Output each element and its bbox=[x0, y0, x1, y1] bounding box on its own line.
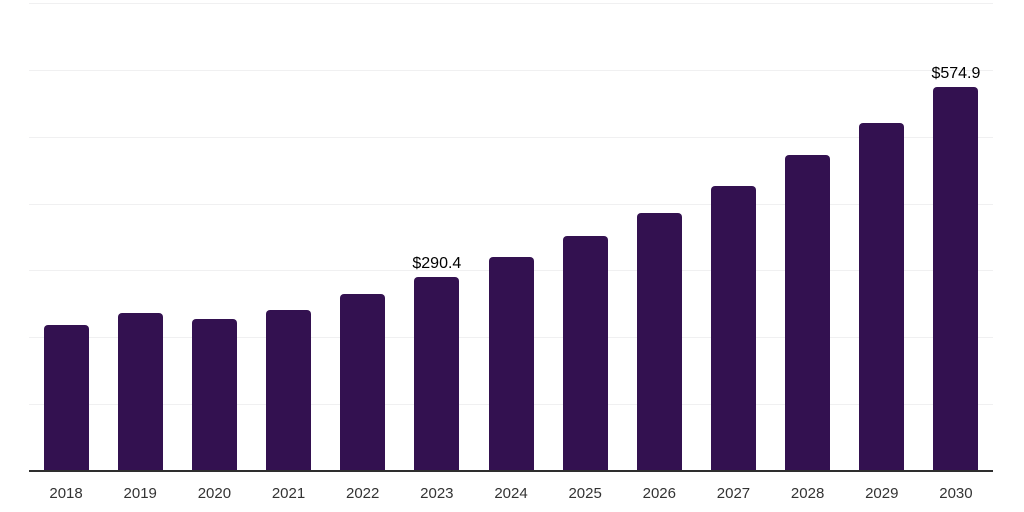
bar-2022[interactable] bbox=[340, 293, 386, 471]
x-axis-label-2020: 2020 bbox=[197, 485, 232, 502]
bar-2020[interactable] bbox=[191, 319, 237, 471]
x-axis-label-2023: 2023 bbox=[420, 485, 454, 502]
gridline-500 bbox=[29, 136, 993, 138]
x-axis-label-2030: 2030 bbox=[939, 485, 973, 502]
value-label-2030: $574.9 bbox=[931, 64, 981, 82]
bar-2021[interactable] bbox=[266, 309, 312, 471]
bar-2025[interactable] bbox=[562, 236, 608, 471]
x-axis-label-2026: 2026 bbox=[642, 485, 676, 502]
bar-2029[interactable] bbox=[859, 123, 905, 471]
x-axis-label-2027: 2027 bbox=[716, 485, 751, 502]
bar-2019[interactable] bbox=[117, 312, 163, 471]
bar-2018[interactable] bbox=[43, 325, 89, 471]
gridline-600 bbox=[29, 69, 993, 71]
bar-2027[interactable] bbox=[710, 185, 756, 471]
bar-2023[interactable] bbox=[414, 276, 460, 471]
x-axis-label-2018: 2018 bbox=[49, 485, 83, 502]
gridline-400 bbox=[29, 203, 993, 205]
x-axis-line bbox=[29, 470, 993, 472]
x-axis-label-2029: 2029 bbox=[865, 485, 899, 502]
x-axis-label-2022: 2022 bbox=[346, 485, 380, 502]
x-axis-label-2021: 2021 bbox=[271, 485, 306, 502]
gridline-700 bbox=[29, 3, 993, 4]
x-axis-label-2028: 2028 bbox=[790, 485, 825, 502]
x-axis-label-2025: 2025 bbox=[568, 485, 602, 502]
bar-2028[interactable] bbox=[785, 155, 831, 471]
bar-2026[interactable] bbox=[636, 213, 682, 471]
x-axis-label-2024: 2024 bbox=[494, 485, 528, 502]
bar-2030[interactable] bbox=[933, 86, 979, 471]
x-axis-label-2019: 2019 bbox=[123, 485, 157, 502]
bar-2024[interactable] bbox=[488, 256, 534, 471]
value-label-2023: $290.4 bbox=[412, 254, 462, 272]
